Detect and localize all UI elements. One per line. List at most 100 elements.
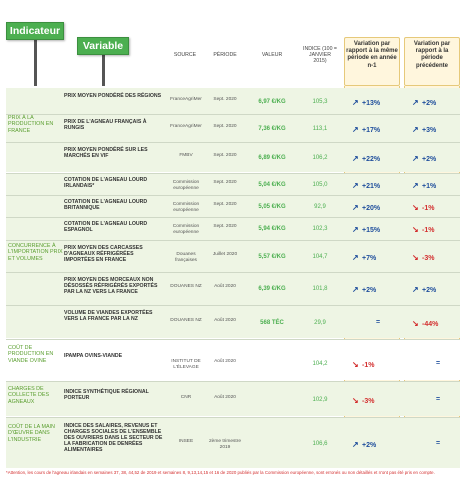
variable-label: PRIX MOYEN PONDÉRÉ SUR LES MARCHÉS EN VI… [64,147,148,159]
variation-prec-cell: ↘ -3% [412,253,464,262]
source-cell: FranceAgriMer [170,124,202,129]
header-periode: PÉRIODE [213,52,237,58]
arrow-down-right-icon: ↘ [412,225,419,234]
variation-annee-cell: ↗ +21% [352,181,404,190]
variation-value: -1% [422,205,435,212]
variation-value: +13% [362,100,381,107]
variation-value: +2% [362,442,377,449]
periode-cell: Août 2020 [214,395,236,400]
source-cell: Commission européenne [172,224,200,235]
variation-annee-cell: ↗ +2% [352,285,404,294]
variation-annee-cell: ↘ -3% [352,396,404,405]
header-signs: Indicateur Variable [0,0,467,86]
variation-value: -1% [422,227,435,234]
arrow-up-right-icon: ↗ [352,98,359,107]
variation-value: +7% [362,255,377,262]
header-var-annee: Variation par rapport à la même période … [344,37,400,86]
variable-label: PRIX MOYEN PONDÉRÉ DES RÉGIONS [64,93,162,99]
variation-value: +22% [362,156,381,163]
source-cell: Commission européenne [172,202,200,213]
variation-value: +20% [362,205,381,212]
periode-cell: Août 2020 [214,359,236,364]
variation-value: -1% [362,362,375,369]
variation-annee-cell: ↘ -1% [352,360,404,369]
group-cout-bg [6,340,460,380]
variation-value: +21% [362,183,381,190]
source-cell: FMBV [179,153,193,158]
variation-prec-cell: ↘ -1% [412,203,464,212]
variation-prec-cell: ↗ +2% [412,154,464,163]
arrow-up-right-icon: ↗ [412,125,419,134]
valeur-cell: 6,89 €/KG [258,155,286,161]
variation-prec-cell: = [412,440,464,447]
variation-prec-cell: = [412,360,464,367]
variation-annee-cell: ↗ +13% [352,98,404,107]
arrow-up-right-icon: ↗ [352,225,359,234]
valeur-cell: 6,97 €/KG [258,99,286,105]
sign-post [34,40,37,86]
source-cell: DOUANES NZ [170,284,202,289]
variation-prec-cell: ↗ +3% [412,125,464,134]
sign-variable: Variable [77,37,129,55]
arrow-up-right-icon: ↗ [412,285,419,294]
variation-value: -44% [422,321,439,328]
indice-cell: 106,2 [312,155,328,161]
arrow-up-right-icon: ↗ [352,154,359,163]
valeur-cell: 568 TÉC [260,320,284,326]
valeur-cell: 5,04 €/KG [258,182,286,188]
periode-cell: Sept. 2020 [213,202,237,207]
indice-cell: 105,3 [312,99,328,105]
group-prix-bg [6,88,460,172]
arrow-up-right-icon: ↗ [352,203,359,212]
sign-indicateur: Indicateur [6,22,64,40]
indice-cell: 106,6 [312,441,328,447]
valeur-cell: 5,57 €/KG [258,254,286,260]
valeur-cell: 5,05 €/KG [258,204,286,210]
valeur-cell: 6,39 €/KG [258,286,286,292]
arrow-up-right-icon: ↗ [352,285,359,294]
group-concurrence-bg [6,174,460,338]
source-cell: INSTITUT DE L'ÉLEVAGE [171,359,201,370]
periode-cell: Sept. 2020 [213,97,237,102]
variation-prec-cell: ↗ +2% [412,285,464,294]
variation-prec-cell: ↗ +1% [412,181,464,190]
sign-post [102,55,105,86]
variable-label: IPAMPA OVINS-VIANDE [64,353,123,359]
indice-cell: 102,9 [312,397,328,403]
periode-cell: Sept. 2020 [213,153,237,158]
variable-label: INDICE SYNTHÉTIQUE RÉGIONAL PORTEUR [64,389,149,401]
periode-cell: 2ème trimestre 2019 [209,439,241,450]
periode-cell: Août 2020 [214,318,236,323]
variable-label: COTATION DE L'AGNEAU LOURD ESPAGNOL [64,221,148,233]
variation-annee-cell: ↗ +7% [352,253,404,262]
variation-value: +2% [422,100,437,107]
variation-value: = [435,396,441,403]
variation-annee-cell: = [352,319,404,326]
variable-label: INDICE DES SALAIRES, REVENUS ET CHARGES … [64,423,163,453]
group-main-bg [6,418,460,468]
variation-value: +2% [422,156,437,163]
variation-prec-cell: ↗ +2% [412,98,464,107]
variation-prec-cell: ↘ -44% [412,319,464,328]
periode-cell: Sept. 2020 [213,224,237,229]
variation-value: -3% [362,398,375,405]
variation-annee-cell: ↗ +17% [352,125,404,134]
arrow-up-right-icon: ↗ [412,181,419,190]
source-cell: FranceAgriMer [170,97,202,102]
group-charges-bg [6,382,460,416]
indice-cell: 104,7 [312,254,328,260]
variable-label: PRIX MOYEN DES MORCEAUX NON DÉSOSSÉS RÉF… [64,277,158,295]
variation-value: +2% [422,287,437,294]
variation-value: = [435,360,441,367]
variation-annee-cell: ↗ +22% [352,154,404,163]
variation-prec-cell: = [412,396,464,403]
variation-value: +17% [362,127,381,134]
variable-label: COTATION DE L'AGNEAU LOURD IRLANDAIS* [64,177,148,189]
periode-cell: Sept. 2020 [213,124,237,129]
arrow-up-right-icon: ↗ [412,154,419,163]
category-charges: CHARGES DE COLLECTE DES AGNEAUX [8,386,50,405]
header-source: SOURCE [173,52,197,58]
variation-annee-cell: ↗ +15% [352,225,404,234]
indice-cell: 101,8 [312,286,328,292]
footer-note: *Attention, les cours de l'agneau irland… [6,470,435,475]
